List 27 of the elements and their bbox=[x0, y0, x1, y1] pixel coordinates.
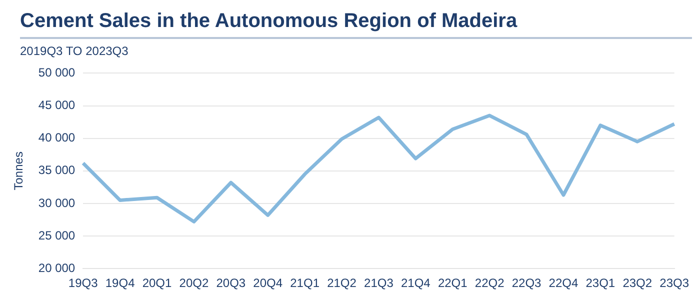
x-tick-label: 20Q4 bbox=[253, 276, 283, 290]
chart-title: Cement Sales in the Autonomous Region of Madeira bbox=[20, 10, 692, 39]
x-tick-label: 21Q3 bbox=[364, 276, 394, 290]
y-tick-label: 30 000 bbox=[38, 196, 76, 210]
x-tick-label: 19Q4 bbox=[105, 276, 136, 290]
y-axis-title: Tonnes bbox=[12, 152, 26, 190]
x-tick-label: 20Q2 bbox=[179, 276, 209, 290]
x-tick-label: 21Q1 bbox=[290, 276, 320, 290]
x-tick-label: 23Q3 bbox=[660, 276, 690, 290]
x-tick-label: 21Q4 bbox=[400, 276, 431, 290]
x-tick-label: 22Q2 bbox=[474, 276, 505, 290]
x-tick-label: 22Q3 bbox=[512, 276, 542, 290]
y-tick-label: 50 000 bbox=[38, 66, 76, 80]
x-tick-label: 21Q2 bbox=[327, 276, 357, 290]
chart-subtitle: 2019Q3 TO 2023Q3 bbox=[20, 44, 130, 58]
x-tick-label: 22Q1 bbox=[438, 276, 468, 290]
x-tick-label: 20Q1 bbox=[142, 276, 172, 290]
y-tick-label: 45 000 bbox=[38, 98, 76, 112]
y-tick-label: 40 000 bbox=[38, 130, 76, 145]
x-tick-label: 20Q3 bbox=[216, 276, 246, 290]
x-tick-label: 23Q1 bbox=[586, 276, 616, 290]
y-tick-label: 25 000 bbox=[38, 228, 76, 242]
y-tick-label: 20 000 bbox=[38, 260, 76, 275]
x-tick-label: 23Q2 bbox=[622, 276, 652, 290]
x-tick-label: 22Q4 bbox=[548, 276, 578, 290]
x-tick-label: 19Q3 bbox=[68, 276, 98, 290]
y-tick-label: 35 000 bbox=[38, 163, 76, 178]
